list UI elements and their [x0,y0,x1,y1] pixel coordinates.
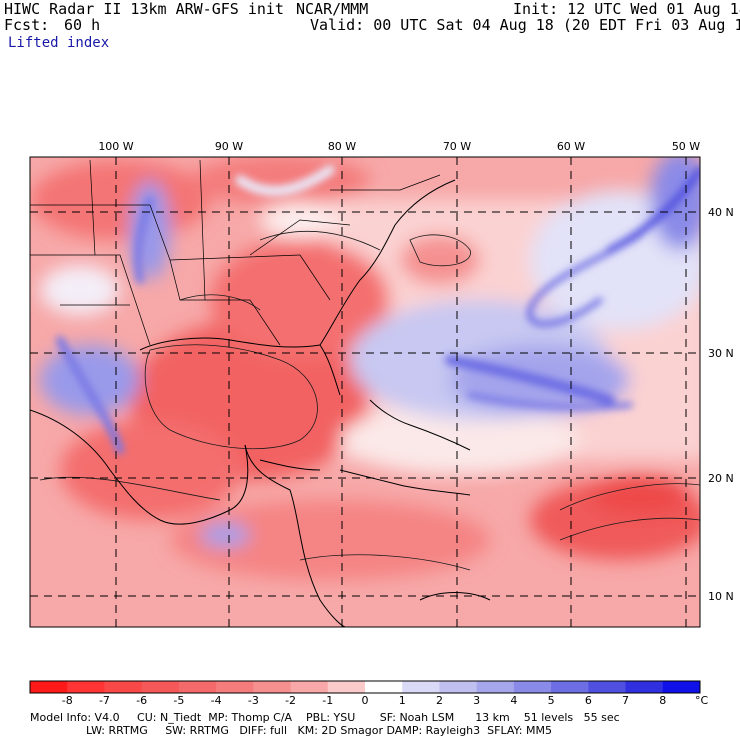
colorbar-swatch [30,681,68,693]
colorbar-level-label: 2 [436,694,443,707]
colorbar-level-label: 1 [399,694,406,707]
model-info-line-1: Model Info: V4.0 CU: N_Tiedt MP: Thomp C… [30,711,620,724]
colorbar-level-label: 6 [585,694,592,707]
colorbar-swatch [588,681,627,693]
colorbar-swatch [141,681,180,693]
lon-label: 60 W [557,140,585,153]
colorbar-swatch [290,681,329,693]
colorbar-swatch [253,681,292,693]
colorbar-swatch [662,681,701,693]
colorbar-swatch [365,681,403,693]
field-name: Lifted index [8,35,110,51]
valid-time: Valid: 00 UTC Sat 04 Aug 18 (20 EDT Fri … [310,16,740,34]
colorbar-level-label: 3 [473,694,480,707]
lon-label: 70 W [443,140,471,153]
colorbar-level-label: 5 [548,694,555,707]
colorbar-level-label: 4 [510,694,517,707]
colorbar-level-label: -3 [248,694,259,707]
colorbar-level-label: -8 [62,694,73,707]
map-frame [29,156,701,628]
colorbar-swatch [551,681,589,693]
colorbar-swatch [476,681,515,693]
colorbar-level-label: -1 [322,694,333,707]
organization-label: NCAR/MMM [296,0,369,18]
colorbar-labels: -8 -7 -6 -5 -4 -3 -2 -1 0 1 2 3 4 5 6 7 8 [62,694,667,707]
lat-label: 40 N [708,206,734,219]
model-info-line-2: LW: RRTMG SW: RRTMG DIFF: full KM: 2D Sm… [30,724,552,737]
colorbar [30,681,701,693]
lat-label: 30 N [708,347,734,360]
lat-label: 10 N [708,590,734,603]
colorbar-swatch [216,681,254,693]
colorbar-swatch [104,681,143,693]
colorbar-level-label: 8 [659,694,666,707]
colorbar-swatch [178,681,217,693]
colorbar-level-label: 7 [622,694,629,707]
colorbar-level-label: -7 [99,694,110,707]
colorbar-swatch [439,681,478,693]
lon-label: 100 W [98,140,133,153]
colorbar-swatch [327,681,366,693]
lat-label: 20 N [708,472,734,485]
longitude-labels: 100 W 90 W 80 W 70 W 60 W 50 W [98,140,700,153]
map-field [30,157,700,627]
colorbar-level-label: -4 [211,694,222,707]
colorbar-level-label: -5 [173,694,184,707]
colorbar-level-label: 0 [362,694,369,707]
forecast-label: Fcst: [4,16,50,34]
colorbar-swatch [625,681,664,693]
product-title: HIWC Radar II 13km ARW-GFS init [4,0,284,18]
colorbar-level-label: -6 [136,694,147,707]
latitude-labels: 40 N 30 N 20 N 10 N [708,206,734,603]
colorbar-frame [29,680,701,694]
colorbar-swatch [513,681,552,693]
colorbar-swatch [67,681,105,693]
init-time: Init: 12 UTC Wed 01 Aug 18 [513,0,740,18]
colorbar-level-label: -2 [285,694,296,707]
forecast-hour: 60 h [64,16,101,34]
lon-label: 90 W [215,140,243,153]
lon-label: 50 W [672,140,700,153]
colorbar-swatch [402,681,440,693]
colorbar-unit: °C [695,694,709,707]
lon-label: 80 W [328,140,356,153]
